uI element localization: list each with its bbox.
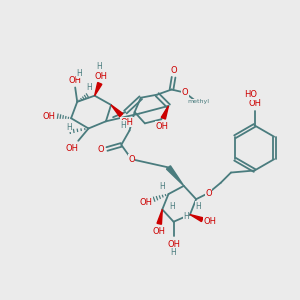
Text: O: O — [98, 146, 104, 154]
Text: O: O — [170, 66, 177, 75]
Text: H: H — [76, 69, 82, 78]
Text: H: H — [96, 62, 102, 71]
Text: OH: OH — [66, 145, 79, 154]
Polygon shape — [95, 82, 102, 96]
Text: O: O — [182, 88, 188, 97]
Text: OH: OH — [121, 118, 134, 127]
Text: H: H — [66, 123, 72, 132]
Text: H: H — [87, 83, 92, 92]
Text: OH: OH — [94, 72, 107, 81]
Text: OH: OH — [248, 99, 261, 108]
Polygon shape — [157, 209, 162, 224]
Text: HO: HO — [244, 90, 257, 99]
Text: OH: OH — [69, 76, 82, 85]
Text: OH: OH — [156, 122, 169, 131]
Polygon shape — [167, 166, 184, 186]
Text: H: H — [159, 182, 165, 191]
Text: OH: OH — [153, 227, 166, 236]
Text: methyl: methyl — [187, 99, 209, 104]
Polygon shape — [161, 106, 168, 119]
Text: OH: OH — [204, 217, 217, 226]
Text: H: H — [183, 212, 189, 221]
Text: O: O — [205, 188, 212, 197]
Polygon shape — [111, 105, 123, 117]
Text: OH: OH — [42, 112, 55, 121]
Text: H: H — [121, 121, 126, 130]
Text: OH: OH — [167, 240, 180, 249]
Text: H: H — [170, 202, 176, 211]
Text: H: H — [195, 202, 201, 211]
Text: O: O — [128, 155, 135, 164]
Text: OH: OH — [140, 198, 152, 207]
Text: H: H — [171, 248, 176, 257]
Polygon shape — [190, 214, 203, 222]
